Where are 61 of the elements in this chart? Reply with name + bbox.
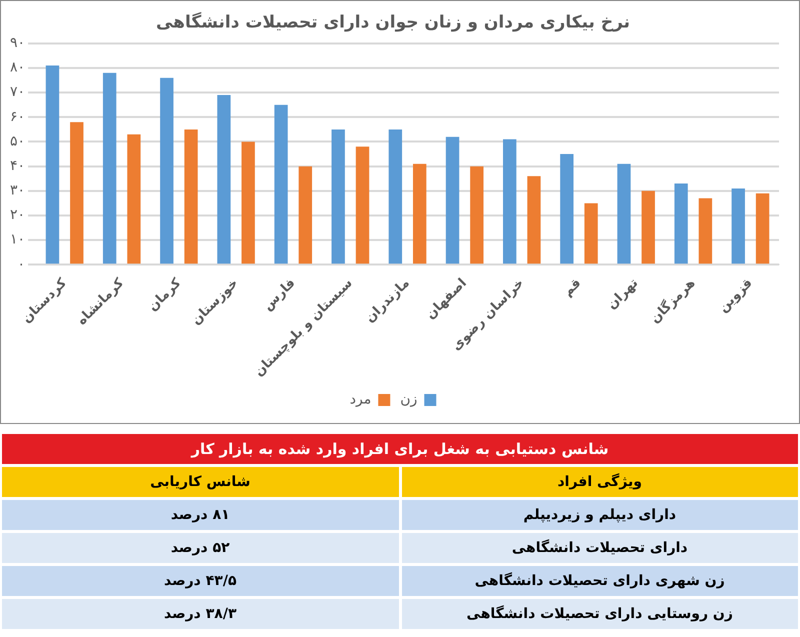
- y-tick-label: ۱۰: [10, 232, 26, 248]
- legend-label: زن: [400, 392, 418, 408]
- bar: [242, 142, 255, 264]
- y-tick-label: ۷۰: [10, 84, 26, 100]
- y-tick-label: ۲۰: [10, 207, 26, 224]
- bar: [184, 129, 198, 264]
- bar: [217, 95, 231, 264]
- bar: [102, 72, 116, 264]
- bar: [756, 193, 770, 264]
- text: ۳۸/۳ درصد: [164, 606, 236, 622]
- category-label: دارای تحصیلات دانشگاهی: [402, 533, 798, 563]
- bar: [732, 188, 745, 264]
- bar: [356, 146, 370, 264]
- x-tick-label: مازندران: [362, 276, 413, 326]
- x-tick-label: خوزستان: [188, 276, 242, 328]
- y-tick-label: ۴۰: [10, 158, 26, 174]
- x-tick-label: کرمانشاه: [74, 275, 128, 328]
- category-label: زن شهری دارای تحصیلات دانشگاهی: [402, 566, 798, 596]
- text: ۸۱ درصد: [170, 507, 230, 523]
- x-tick-label: تهران: [604, 276, 642, 313]
- y-tick-label: ۸۰: [10, 60, 26, 76]
- text: ویژگی افراد: [402, 467, 798, 497]
- x-tick-label: فارس: [260, 276, 298, 314]
- x-tick-label: هرمزگان: [647, 275, 698, 327]
- text: ۵۲ درصد: [170, 540, 230, 556]
- category-label: دارای دیپلم و زیردیپلم: [402, 500, 798, 530]
- bar: [298, 166, 312, 264]
- y-tick-label: ۶۰: [10, 108, 26, 125]
- bar: [674, 184, 688, 264]
- x-tick-label: قزوین: [716, 276, 756, 316]
- bar: [388, 129, 402, 264]
- bar: [412, 164, 426, 264]
- x-tick-label: کردستان: [19, 275, 70, 326]
- text: شانس دستیابی به شغل برای افراد وارد شده به بازار کار: [2, 434, 798, 464]
- bar: [127, 134, 141, 264]
- x-tick-label: اصفهان: [423, 276, 470, 322]
- bar: [46, 66, 60, 264]
- bar: [160, 78, 174, 264]
- chart-title: نرخ بیکاری مردان و زنان جوان دارای تحصیلات دانشگاهی: [156, 12, 630, 33]
- text: ۴۳/۵ درصد: [164, 573, 236, 589]
- text: شانس کاریابی: [2, 467, 398, 497]
- category-label: زن روستایی دارای تحصیلات دانشگاهی: [402, 599, 798, 629]
- bar: [502, 139, 516, 264]
- bar: [470, 166, 484, 264]
- y-tick-label: ۳۰: [10, 182, 26, 199]
- bar: [584, 203, 598, 264]
- legend-label: مرد: [350, 392, 372, 408]
- bar: [617, 164, 631, 264]
- bar: [332, 129, 345, 264]
- y-tick-label: ۰: [18, 256, 26, 272]
- y-tick-label: ۹۰: [10, 35, 26, 52]
- bar: [642, 190, 655, 264]
- x-tick-label: قم: [560, 276, 584, 300]
- bar: [698, 198, 712, 264]
- y-tick-label: ۵۰: [10, 133, 26, 150]
- bar: [527, 176, 541, 264]
- bar: [446, 136, 460, 264]
- bar: [560, 154, 574, 264]
- bar: [274, 104, 288, 264]
- x-tick-label: کرمان: [145, 275, 184, 314]
- bar: [70, 122, 84, 264]
